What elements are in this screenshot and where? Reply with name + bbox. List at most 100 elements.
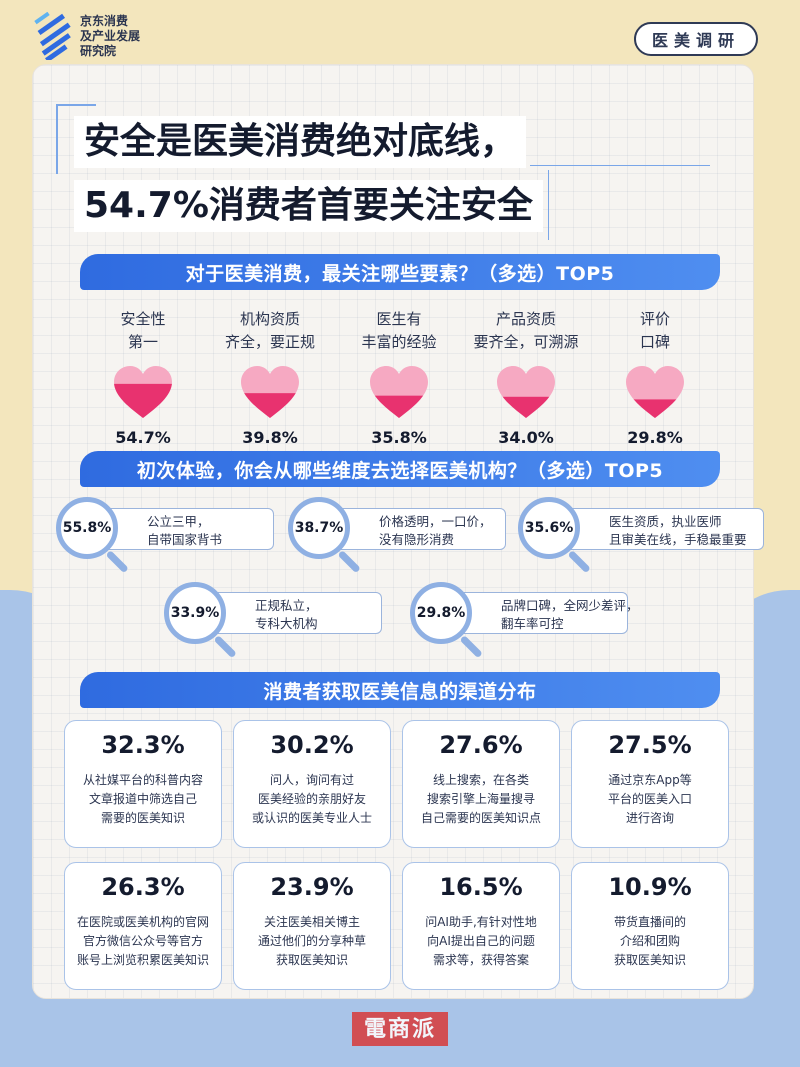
channel-description: 线上搜索，在各类 搜索引擎上海量搜寻 自己需要的医美知识点 <box>420 773 541 825</box>
heart-category-label-line: 安全性 <box>120 310 166 328</box>
criteria-text: 公立三甲， 自带国家背书 <box>147 513 222 549</box>
channel-description: 在医院或医美机构的官网 官方微信公众号等官方 账号上浏览积累医美知识 <box>76 915 209 967</box>
criteria-text-line: 品牌口碑，全网少差评， <box>501 598 639 613</box>
channel-card: 27.5% 通过京东App等 平台的医美入口 进行咨询 <box>571 720 729 848</box>
criteria-text-box: 品牌口碑，全网少差评， 翻车率可控 <box>448 592 639 634</box>
channel-card: 23.9% 关注医美相关博主 通过他们的分享种草 获取医美知识 <box>233 862 391 990</box>
channel-description: 通过京东App等 平台的医美入口 进行咨询 <box>607 773 692 825</box>
channel-description: 问AI助手,有针对性地 向AI提出自己的问题 需求等，获得答案 <box>425 915 537 967</box>
heart-icon <box>370 366 428 418</box>
page-title-line1: 安全是医美消费绝对底线， <box>74 116 527 168</box>
channel-description: 从社媒平台的科普内容 文章报道中筛选自己 需要的医美知识 <box>82 773 203 825</box>
channel-value-label: 16.5% <box>439 873 523 901</box>
channel-value-label: 23.9% <box>270 873 354 901</box>
channel-description: 问人，询问有过 医美经验的亲朋好友 或认识的医美专业人士 <box>251 773 372 825</box>
channel-value-label: 27.6% <box>439 731 523 759</box>
channel-value-label: 30.2% <box>270 731 354 759</box>
heart-category-label: 安全性 第一 <box>73 308 213 356</box>
channel-card: 30.2% 问人，询问有过 医美经验的亲朋好友 或认识的医美专业人士 <box>233 720 391 848</box>
heart-icon <box>114 366 172 418</box>
criteria-text: 价格透明，一口价， 没有隐形消费 <box>379 513 492 549</box>
heart-value-label: 54.7% <box>115 428 171 447</box>
heart-value-label: 29.8% <box>627 428 683 447</box>
heart-category-label-line: 口碑 <box>639 333 670 351</box>
heart-category-label-line: 齐全，要正规 <box>224 333 315 351</box>
channel-card: 10.9% 带货直播间的 介绍和团购 获取医美知识 <box>571 862 729 990</box>
criteria-text-line: 自带国家背书 <box>147 532 223 547</box>
criteria-text-box: 价格透明，一口价， 没有隐形消费 <box>326 508 506 550</box>
criteria-text-box: 正规私立， 专科大机构 <box>202 592 382 634</box>
heart-fill-bar <box>497 396 555 418</box>
institute-name: 京东消费 及产业发展 研究院 <box>80 14 170 59</box>
heart-item: 评价口碑 29.8% <box>585 308 725 447</box>
heart-fill-bar <box>370 395 428 418</box>
deco-line-vertical <box>56 104 58 174</box>
institute-name-line2: 及产业发展 <box>80 29 141 43</box>
channel-value-label: 27.5% <box>608 731 692 759</box>
magnifier-value-label: 55.8% <box>56 497 118 559</box>
heart-icon <box>241 366 299 418</box>
criteria-text-line: 医生资质，执业医师 <box>609 514 722 529</box>
criteria-text-line: 公立三甲， <box>147 514 210 529</box>
topic-badge: 医美调研 <box>634 22 758 56</box>
criteria-text-box: 医生资质，执业医师且审美在线，手稳最重要 <box>556 508 764 550</box>
institute-name-line3: 研究院 <box>80 44 117 58</box>
heart-fill-bar <box>114 383 172 418</box>
heart-fill-bar <box>626 399 684 418</box>
section-title-institution-choice: 初次体验，你会从哪些维度去选择医美机构？（多选）TOP5 <box>80 451 720 487</box>
heart-value-label: 35.8% <box>371 428 427 447</box>
heart-category-label: 产品资质要齐全，可溯源 <box>456 308 596 356</box>
heart-fill-bar <box>241 393 299 418</box>
magnifier-value-label: 38.7% <box>288 497 350 559</box>
magnifier-value-label: 35.6% <box>518 497 580 559</box>
heart-category-label-line: 第一 <box>127 333 158 351</box>
criteria-text: 正规私立， 专科大机构 <box>255 597 318 633</box>
criteria-text: 品牌口碑，全网少差评， 翻车率可控 <box>501 597 639 633</box>
heart-category-label-line: 丰富的经验 <box>361 333 437 351</box>
heart-value-label: 39.8% <box>242 428 298 447</box>
deco-line-horizontal <box>56 104 96 106</box>
section-title-concerns: 对于医美消费，最关注哪些要素？（多选）TOP5 <box>80 254 720 290</box>
heart-icon <box>497 366 555 418</box>
heart-category-label-line: 评价 <box>639 310 670 328</box>
channel-value-label: 26.3% <box>101 873 185 901</box>
page-title-line2: 54.7%消费者首要关注安全 <box>74 180 543 232</box>
criteria-text-line: 且审美在线，手稳最重要 <box>609 532 747 547</box>
heart-category-label: 医生有 丰富的经验 <box>329 308 469 356</box>
section-title-info-channels: 消费者获取医美信息的渠道分布 <box>80 672 720 708</box>
criteria-text-box: 公立三甲， 自带国家背书 <box>94 508 274 550</box>
heart-item: 产品资质要齐全，可溯源 34.0% <box>456 308 596 447</box>
channel-value-label: 10.9% <box>608 873 692 901</box>
channel-card: 27.6% 线上搜索，在各类 搜索引擎上海量搜寻 自己需要的医美知识点 <box>402 720 560 848</box>
heart-item: 机构资质齐全，要正规 39.8% <box>200 308 340 447</box>
deco-line-right-vertical <box>548 170 549 240</box>
channel-card: 32.3% 从社媒平台的科普内容 文章报道中筛选自己 需要的医美知识 <box>64 720 222 848</box>
criteria-text-line: 没有隐形消费 <box>379 532 455 547</box>
heart-category-label: 评价 口碑 <box>585 308 725 356</box>
magnifier-value-label: 33.9% <box>164 582 226 644</box>
heart-category-label: 机构资质齐全，要正规 <box>200 308 340 356</box>
source-watermark: 電商派 <box>352 1012 448 1046</box>
heart-category-label-line: 要齐全，可溯源 <box>473 333 579 351</box>
deco-line-right <box>530 165 710 166</box>
criteria-text-line: 正规私立， <box>255 598 318 613</box>
channel-description: 带货直播间的 介绍和团购 获取医美知识 <box>613 915 686 967</box>
heart-value-label: 34.0% <box>498 428 554 447</box>
criteria-text-line: 价格透明，一口价， <box>379 514 492 529</box>
institute-logo-icon <box>34 12 71 60</box>
magnifier-value-label: 29.8% <box>410 582 472 644</box>
criteria-text: 医生资质，执业医师且审美在线，手稳最重要 <box>609 513 747 549</box>
heart-item: 安全性第一 54.7% <box>73 308 213 447</box>
channel-value-label: 32.3% <box>101 731 185 759</box>
institute-name-line1: 京东消费 <box>80 14 129 28</box>
channel-description: 关注医美相关博主 通过他们的分享种草 获取医美知识 <box>257 915 366 967</box>
criteria-text-line: 专科大机构 <box>255 616 318 631</box>
heart-category-label-line: 机构资质 <box>239 310 300 328</box>
channel-card: 26.3% 在医院或医美机构的官网 官方微信公众号等官方 账号上浏览积累医美知识 <box>64 862 222 990</box>
heart-category-label-line: 医生有 <box>376 310 422 328</box>
criteria-text-line: 翻车率可控 <box>501 616 564 631</box>
heart-icon <box>626 366 684 418</box>
channel-card: 16.5% 问AI助手,有针对性地 向AI提出自己的问题 需求等，获得答案 <box>402 862 560 990</box>
heart-item: 医生有丰富的经验 35.8% <box>329 308 469 447</box>
heart-category-label-line: 产品资质 <box>495 310 556 328</box>
